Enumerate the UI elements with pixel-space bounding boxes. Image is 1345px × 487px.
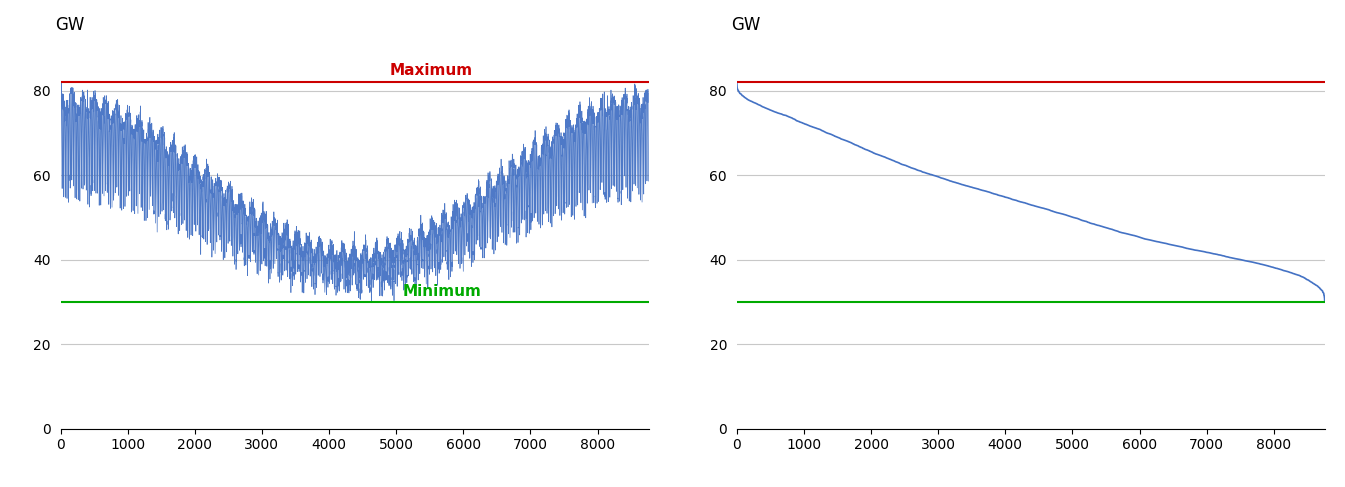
Text: Maximum: Maximum (390, 63, 472, 78)
Text: Minimum: Minimum (404, 283, 482, 299)
Text: GW: GW (55, 16, 83, 34)
Text: GW: GW (730, 16, 760, 34)
